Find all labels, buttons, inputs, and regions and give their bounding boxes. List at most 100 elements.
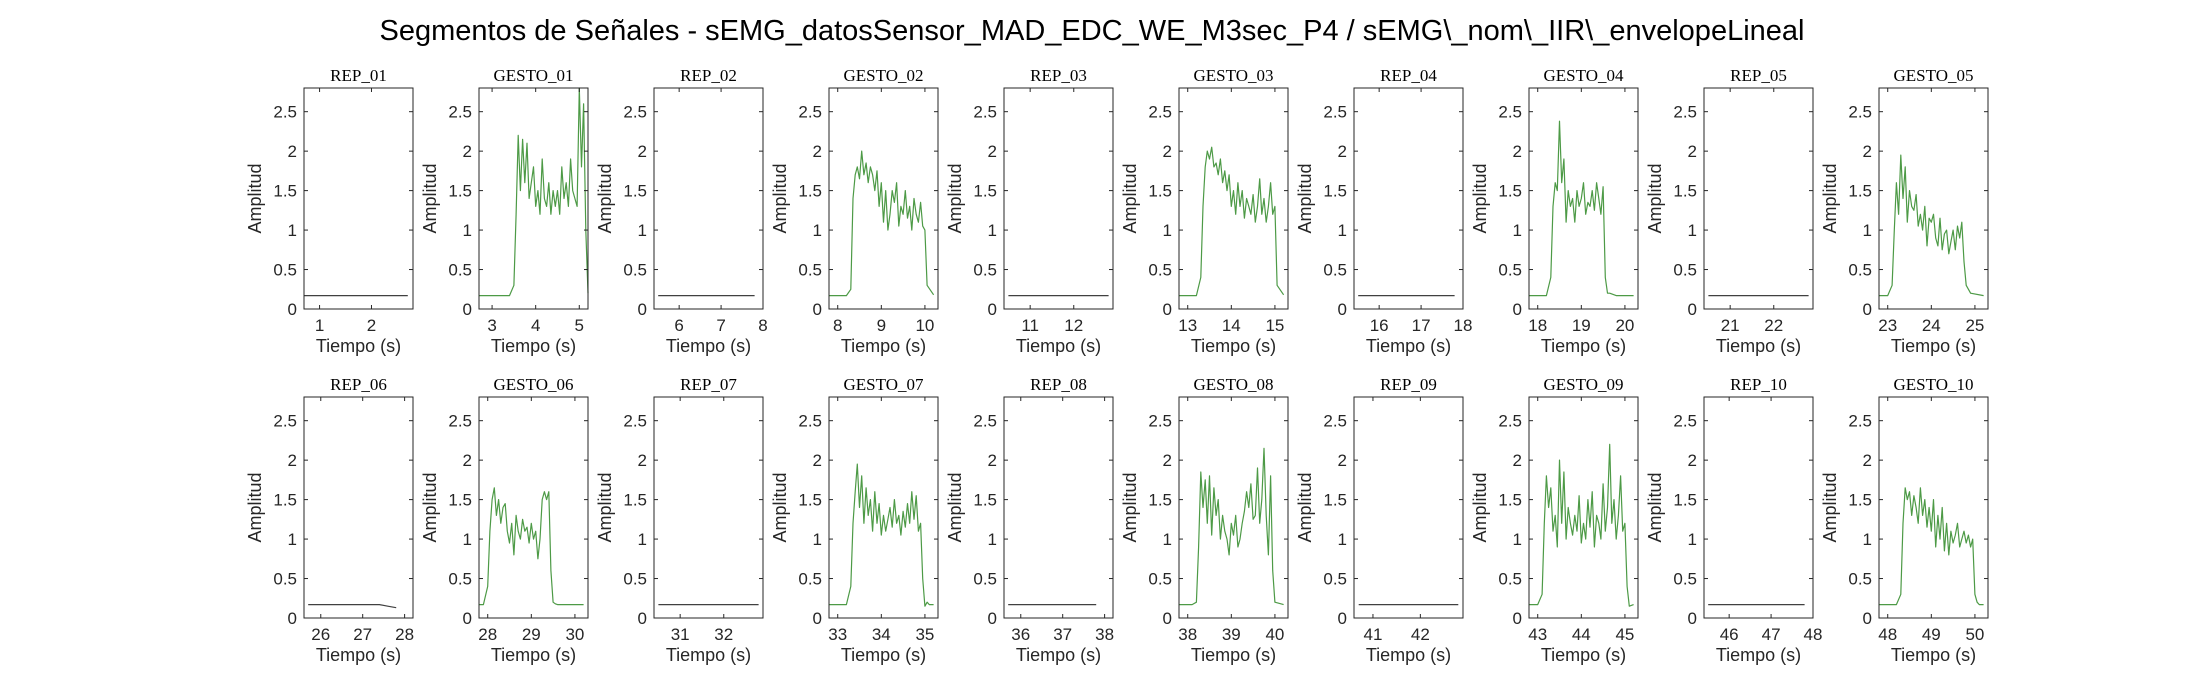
y-tick-label: 0.5	[1673, 261, 1697, 280]
x-tick-label: 15	[1265, 316, 1284, 335]
y-tick-label: 0.5	[1323, 261, 1347, 280]
y-tick-label: 0	[1513, 300, 1522, 319]
series-line	[308, 603, 397, 609]
x-tick-label: 43	[1528, 625, 1547, 644]
y-tick-label: 1.5	[1323, 182, 1347, 201]
x-tick-label: 2	[367, 316, 376, 335]
y-tick-label: 1.5	[1673, 491, 1697, 510]
y-tick-label: 0	[988, 609, 997, 628]
y-tick-label: 1	[813, 221, 822, 240]
series-line	[1529, 120, 1634, 297]
y-tick-label: 0	[813, 300, 822, 319]
x-axis-label: Tiempo (s)	[1716, 645, 1801, 665]
y-axis-label: Amplitud	[1820, 163, 1840, 233]
x-tick-label: 37	[1053, 625, 1072, 644]
subplot-title: GESTO_09	[1544, 375, 1624, 394]
y-tick-label: 2.5	[448, 412, 472, 431]
x-tick-label: 40	[1265, 625, 1284, 644]
axes-box	[1878, 87, 1989, 310]
x-tick-label: 21	[1721, 316, 1740, 335]
subplot-rep-04: 0 0.5 1 1.5 2 2.5 16 17 18 REP_04 Tiempo (s) Amplit…	[1295, 66, 1472, 356]
series-line	[1879, 487, 1984, 606]
y-tick-label: 1	[288, 221, 297, 240]
x-tick-label: 49	[1922, 625, 1941, 644]
y-tick-label: 1	[1688, 530, 1697, 549]
x-tick-label: 28	[478, 625, 497, 644]
y-tick-label: 0.5	[973, 261, 997, 280]
y-tick-label: 2.5	[273, 103, 297, 122]
y-tick-label: 0	[1863, 300, 1872, 319]
y-tick-label: 2	[813, 451, 822, 470]
y-tick-label: 1.5	[1498, 182, 1522, 201]
x-axis-label: Tiempo (s)	[1191, 645, 1276, 665]
x-tick-label: 33	[828, 625, 847, 644]
x-tick-label: 45	[1615, 625, 1634, 644]
y-tick-label: 0.5	[623, 570, 647, 589]
y-tick-label: 0	[638, 300, 647, 319]
axes-box	[1528, 396, 1639, 619]
y-tick-label: 2	[1513, 142, 1522, 161]
y-tick-label: 1.5	[973, 182, 997, 201]
x-tick-label: 16	[1370, 316, 1389, 335]
y-tick-label: 0	[1513, 609, 1522, 628]
axes-box	[1353, 396, 1464, 619]
x-tick-label: 18	[1454, 316, 1473, 335]
subplot-gesto-03: 0 0.5 1 1.5 2 2.5 13 14 15 GESTO_03 Tiempo (s) Ampl…	[1120, 66, 1289, 356]
y-tick-label: 0.5	[1323, 570, 1347, 589]
x-tick-label: 38	[1178, 625, 1197, 644]
y-tick-label: 0	[1863, 609, 1872, 628]
y-tick-label: 0.5	[1498, 261, 1522, 280]
y-axis-label: Amplitud	[945, 163, 965, 233]
subplot-rep-07: 0 0.5 1 1.5 2 2.5 31 32 REP_07 Tiempo (s) Amplitud	[595, 375, 764, 665]
y-tick-label: 1	[1338, 530, 1347, 549]
y-tick-label: 1	[1163, 530, 1172, 549]
subplot-rep-10: 0 0.5 1 1.5 2 2.5 46 47 48 REP_10 Tiempo (s) Amplit…	[1645, 375, 1822, 665]
x-tick-label: 1	[315, 316, 324, 335]
y-tick-label: 2	[1163, 451, 1172, 470]
subplot-title: REP_07	[680, 375, 737, 394]
x-tick-label: 4	[531, 316, 540, 335]
y-tick-label: 1	[1513, 221, 1522, 240]
subplot-title: REP_04	[1380, 66, 1437, 85]
y-axis-label: Amplitud	[595, 163, 615, 233]
y-tick-label: 1	[463, 530, 472, 549]
x-tick-label: 29	[522, 625, 541, 644]
x-tick-label: 8	[833, 316, 842, 335]
y-tick-label: 2.5	[973, 412, 997, 431]
y-tick-label: 2	[638, 142, 647, 161]
y-tick-label: 2.5	[1323, 103, 1347, 122]
y-axis-label: Amplitud	[1470, 163, 1490, 233]
x-tick-label: 50	[1965, 625, 1984, 644]
y-tick-label: 0	[288, 609, 297, 628]
subplot-title: REP_10	[1730, 375, 1787, 394]
y-tick-label: 0.5	[798, 261, 822, 280]
axes-box	[1178, 396, 1289, 619]
subplot-gesto-10: 0 0.5 1 1.5 2 2.5 48 49 50 GESTO_10 Tiempo (s) Ampl…	[1820, 375, 1989, 665]
x-tick-label: 3	[487, 316, 496, 335]
y-tick-label: 2	[463, 142, 472, 161]
y-tick-label: 1.5	[448, 182, 472, 201]
y-tick-label: 1.5	[623, 491, 647, 510]
y-tick-label: 2	[988, 142, 997, 161]
y-axis-label: Amplitud	[1820, 472, 1840, 542]
y-tick-label: 1	[463, 221, 472, 240]
x-axis-label: Tiempo (s)	[1891, 645, 1976, 665]
x-axis-label: Tiempo (s)	[1016, 336, 1101, 356]
axes-box	[828, 396, 939, 619]
subplot-rep-05: 0 0.5 1 1.5 2 2.5 21 22 REP_05 Tiempo (s) Amplitud	[1645, 66, 1814, 356]
x-tick-label: 12	[1064, 316, 1083, 335]
y-tick-label: 2	[1338, 142, 1347, 161]
x-tick-label: 14	[1222, 316, 1241, 335]
series-line	[1529, 443, 1634, 607]
subplot-rep-03: 0 0.5 1 1.5 2 2.5 11 12 REP_03 Tiempo (s) Amplitud	[945, 66, 1114, 356]
x-tick-label: 25	[1965, 316, 1984, 335]
y-tick-label: 2	[1863, 451, 1872, 470]
subplot-title: REP_02	[680, 66, 737, 85]
subplot-rep-08: 0 0.5 1 1.5 2 2.5 36 37 38 REP_08 Tiempo (s) Amplit…	[945, 375, 1114, 665]
y-tick-label: 1.5	[1498, 491, 1522, 510]
x-tick-label: 22	[1764, 316, 1783, 335]
x-tick-label: 18	[1528, 316, 1547, 335]
